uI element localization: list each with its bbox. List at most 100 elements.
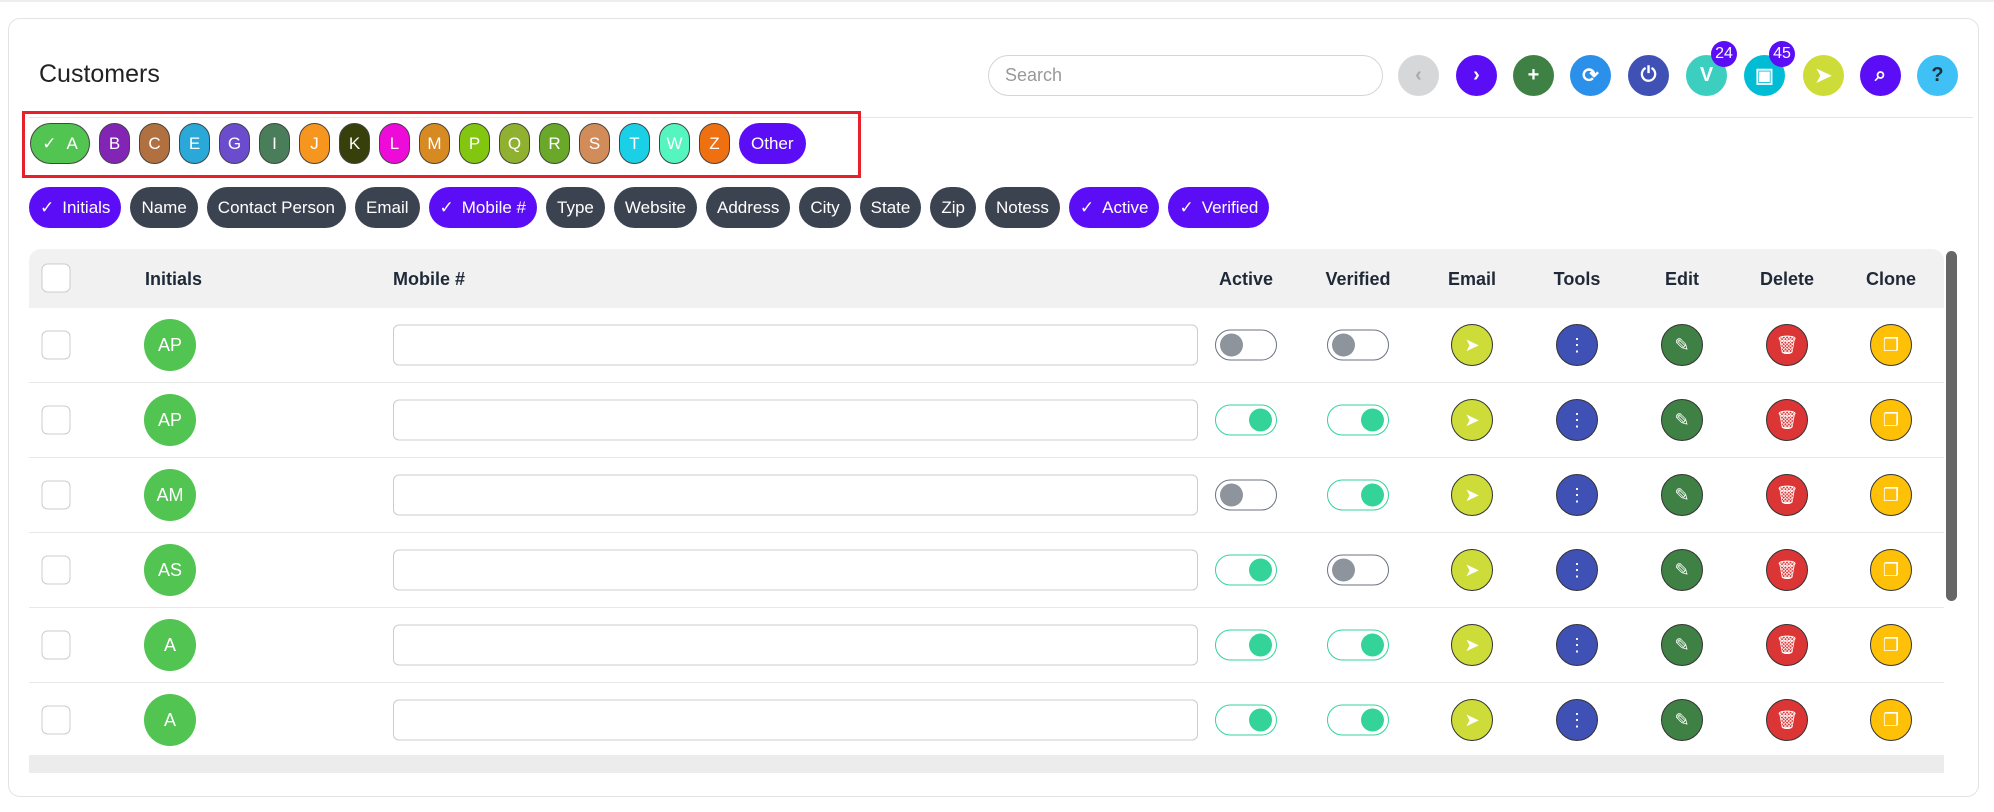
mobile-input[interactable] (393, 474, 1198, 516)
active-toggle[interactable] (1215, 704, 1277, 736)
column-toggle-active[interactable]: ✓ Active (1068, 187, 1160, 228)
column-toggle-mobile[interactable]: ✓ Mobile # (428, 187, 538, 228)
tools-button[interactable]: ⋮ (1556, 549, 1598, 591)
tools-button[interactable]: ⋮ (1556, 474, 1598, 516)
email-button[interactable]: ➤ (1451, 399, 1493, 441)
tools-button[interactable]: ⋮ (1556, 699, 1598, 741)
verified-toggle[interactable] (1327, 629, 1389, 661)
column-toggle-website[interactable]: Website (613, 187, 697, 228)
column-toggle-address[interactable]: Address (705, 187, 791, 228)
header-mobile[interactable]: Mobile # (393, 269, 466, 289)
verified-toggle[interactable] (1327, 404, 1389, 436)
edit-button[interactable]: ✎ (1661, 699, 1703, 741)
messages-button[interactable]: ▣ 45 (1744, 41, 1795, 96)
tools-button[interactable]: ⋮ (1556, 624, 1598, 666)
active-toggle[interactable] (1215, 479, 1277, 511)
delete-button[interactable]: 🗑 (1766, 624, 1808, 666)
prev-button[interactable]: ‹ (1398, 55, 1439, 96)
search-button[interactable]: ⌕ (1860, 55, 1901, 96)
power-button[interactable]: ⏻ (1628, 55, 1669, 96)
column-toggle-email[interactable]: Email (354, 187, 420, 228)
letter-filter-a[interactable]: ✓ A (30, 123, 90, 164)
mobile-input[interactable] (393, 324, 1198, 366)
letter-filter-c[interactable]: C (139, 123, 170, 164)
mobile-input[interactable] (393, 624, 1198, 666)
letter-filter-j[interactable]: J (299, 123, 330, 164)
letter-filter-b[interactable]: B (99, 123, 130, 164)
delete-button[interactable]: 🗑 (1766, 474, 1808, 516)
delete-button[interactable]: 🗑 (1766, 699, 1808, 741)
verified-toggle[interactable] (1327, 704, 1389, 736)
active-toggle[interactable] (1215, 554, 1277, 586)
delete-button[interactable]: 🗑 (1766, 324, 1808, 366)
clone-button[interactable]: ❐ (1870, 699, 1912, 741)
letter-filter-p[interactable]: P (459, 123, 490, 164)
edit-button[interactable]: ✎ (1661, 474, 1703, 516)
letter-filter-r[interactable]: R (539, 123, 570, 164)
verified-toggle[interactable] (1327, 479, 1389, 511)
clone-button[interactable]: ❐ (1870, 549, 1912, 591)
active-toggle[interactable] (1215, 329, 1277, 361)
next-button[interactable]: › (1456, 55, 1497, 96)
header-initials[interactable]: Initials (145, 269, 203, 289)
tools-button[interactable]: ⋮ (1556, 399, 1598, 441)
email-button[interactable]: ➤ (1451, 699, 1493, 741)
select-all-checkbox[interactable] (41, 263, 71, 293)
header-verified[interactable]: Verified (1325, 269, 1391, 289)
letter-filter-i[interactable]: I (259, 123, 290, 164)
verified-toggle[interactable] (1327, 329, 1389, 361)
letter-filter-w[interactable]: W (659, 123, 690, 164)
column-toggle-notess[interactable]: Notess (984, 187, 1060, 228)
letter-filter-k[interactable]: K (339, 123, 370, 164)
clone-button[interactable]: ❐ (1870, 324, 1912, 366)
column-toggle-verified[interactable]: ✓ Verified (1168, 187, 1270, 228)
email-button[interactable]: ➤ (1451, 549, 1493, 591)
mobile-input[interactable] (393, 549, 1198, 591)
letter-filter-s[interactable]: S (579, 123, 610, 164)
column-toggle-contact-person[interactable]: Contact Person (206, 187, 346, 228)
delete-button[interactable]: 🗑 (1766, 549, 1808, 591)
send-button[interactable]: ➤ (1803, 55, 1844, 96)
column-toggle-zip[interactable]: Zip (930, 187, 976, 228)
help-button[interactable]: ? (1917, 55, 1958, 96)
scrollbar[interactable] (1946, 251, 1957, 601)
active-toggle[interactable] (1215, 629, 1277, 661)
edit-button[interactable]: ✎ (1661, 624, 1703, 666)
row-checkbox[interactable] (41, 705, 71, 735)
email-button[interactable]: ➤ (1451, 324, 1493, 366)
letter-filter-g[interactable]: G (219, 123, 250, 164)
delete-button[interactable]: 🗑 (1766, 399, 1808, 441)
column-toggle-city[interactable]: City (799, 187, 851, 228)
verified-toggle[interactable] (1327, 554, 1389, 586)
letter-filter-z[interactable]: Z (699, 123, 730, 164)
letter-filter-q[interactable]: Q (499, 123, 530, 164)
clone-button[interactable]: ❐ (1870, 474, 1912, 516)
row-checkbox[interactable] (41, 630, 71, 660)
header-active[interactable]: Active (1218, 269, 1274, 289)
column-toggle-state[interactable]: State (859, 187, 922, 228)
column-toggle-name[interactable]: Name (130, 187, 198, 228)
row-checkbox[interactable] (41, 555, 71, 585)
letter-filter-l[interactable]: L (379, 123, 410, 164)
column-toggle-initials[interactable]: ✓ Initials (29, 187, 122, 228)
mobile-input[interactable] (393, 699, 1198, 741)
clone-button[interactable]: ❐ (1870, 399, 1912, 441)
mobile-input[interactable] (393, 399, 1198, 441)
email-button[interactable]: ➤ (1451, 624, 1493, 666)
letter-filter-other[interactable]: Other (739, 123, 806, 164)
letter-filter-m[interactable]: M (419, 123, 450, 164)
refresh-button[interactable]: ⟳ (1570, 55, 1611, 96)
row-checkbox[interactable] (41, 330, 71, 360)
edit-button[interactable]: ✎ (1661, 549, 1703, 591)
column-toggle-type[interactable]: Type (546, 187, 605, 228)
row-checkbox[interactable] (41, 480, 71, 510)
v-button[interactable]: V 24 (1686, 41, 1737, 96)
active-toggle[interactable] (1215, 404, 1277, 436)
edit-button[interactable]: ✎ (1661, 324, 1703, 366)
row-checkbox[interactable] (41, 405, 71, 435)
edit-button[interactable]: ✎ (1661, 399, 1703, 441)
add-button[interactable]: + (1513, 55, 1554, 96)
letter-filter-t[interactable]: T (619, 123, 650, 164)
clone-button[interactable]: ❐ (1870, 624, 1912, 666)
search-input[interactable] (988, 55, 1383, 96)
